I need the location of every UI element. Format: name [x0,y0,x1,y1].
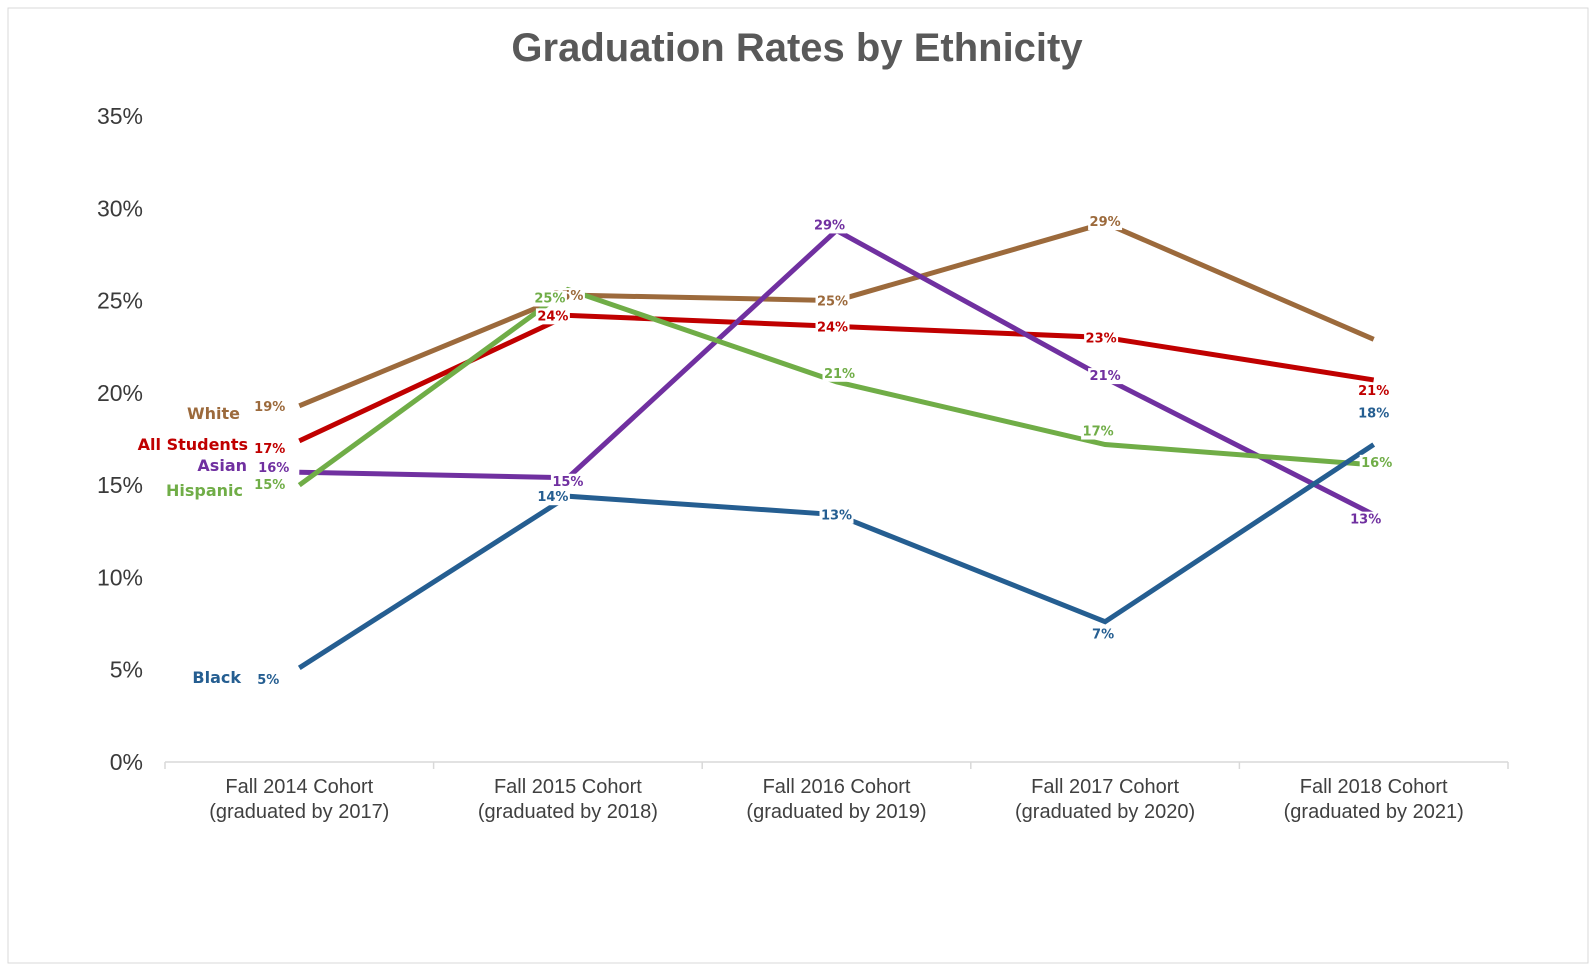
x-tick-label: Fall 2016 Cohort [763,776,911,798]
data-label-background [815,293,850,310]
data-label-all-students: 24% [537,309,568,324]
x-tick-label: Fall 2017 Cohort [1031,776,1179,798]
data-label-hispanic: 25% [534,291,565,306]
data-label-background [1081,423,1116,440]
data-label-hispanic: 15% [254,478,285,493]
data-labels: 19%25%25%29%23%17%24%24%23%21%16%15%29%2… [254,214,1394,688]
data-label-all-students: 21% [1358,384,1389,399]
series-name-hispanic: Hispanic [166,481,243,500]
data-label-background [1348,511,1383,528]
y-tick-label: 5% [110,657,143,683]
data-label-background [532,290,567,307]
data-label-white: 19% [254,400,285,415]
series-name-all-students: All Students [138,435,248,454]
x-tick-label: (graduated by 2018) [478,801,658,823]
x-tick-label: Fall 2018 Cohort [1300,776,1448,798]
data-label-background [815,319,850,336]
x-axis-ticks: Fall 2014 Cohort (graduated by 2017) Fall … [164,762,1509,823]
y-axis-ticks: 0% 5% 10% 15% 20% 25% 30% 35% [97,103,143,775]
data-label-background [822,365,857,382]
data-label-background [1356,405,1391,422]
x-tick-label: Fall 2014 Cohort [225,776,373,798]
data-label-hispanic: 16% [1361,456,1392,471]
y-tick-label: 15% [97,472,143,498]
data-label-background [1359,454,1394,471]
x-tick-label: (graduated by 2019) [746,801,926,823]
data-label-asian: 13% [1350,513,1381,528]
data-label-background [1088,214,1123,231]
y-tick-label: 10% [97,564,143,590]
data-label-black: 14% [537,490,568,505]
data-label-black: 7% [1092,628,1114,643]
y-tick-label: 20% [97,380,143,406]
data-label-asian: 15% [552,475,583,490]
data-label-all-students: 17% [254,442,285,457]
data-label-background [550,473,585,490]
data-label-black: 18% [1358,407,1389,422]
y-tick-label: 25% [97,288,143,314]
series-name-asian: Asian [197,456,247,475]
series-name-labels: White All Students Asian Hispanic Black [138,404,248,687]
data-label-background [1084,330,1119,347]
y-tick-label: 0% [110,749,143,775]
data-label-background [812,217,847,234]
data-label-background [1088,368,1123,385]
y-tick-label: 35% [97,103,143,129]
data-label-asian: 21% [1090,369,1121,384]
x-tick-label: (graduated by 2017) [209,801,389,823]
data-label-background [1356,382,1391,399]
data-label-background [1086,626,1121,643]
data-label-asian: 29% [814,218,845,233]
x-tick-label: Fall 2015 Cohort [494,776,642,798]
data-label-white: 25% [817,295,848,310]
data-label-all-students: 23% [1086,331,1117,346]
data-label-hispanic: 17% [1083,425,1114,440]
y-tick-label: 30% [97,195,143,221]
series-name-white: White [187,404,240,423]
x-tick-label: (graduated by 2021) [1284,801,1464,823]
data-label-background [535,308,570,325]
data-label-black: 5% [257,673,279,688]
chart-border [7,7,1589,964]
data-label-black: 13% [821,509,852,524]
data-label-background [535,489,570,506]
data-label-asian: 16% [258,461,289,476]
series-name-black: Black [192,668,241,687]
data-label-white: 29% [1090,215,1121,230]
chart-title: Graduation Rates by Ethnicity [511,26,1083,70]
x-tick-label: (graduated by 2020) [1015,801,1195,823]
data-label-all-students: 24% [817,320,848,335]
data-label-background [819,507,854,524]
data-label-hispanic: 21% [824,367,855,382]
